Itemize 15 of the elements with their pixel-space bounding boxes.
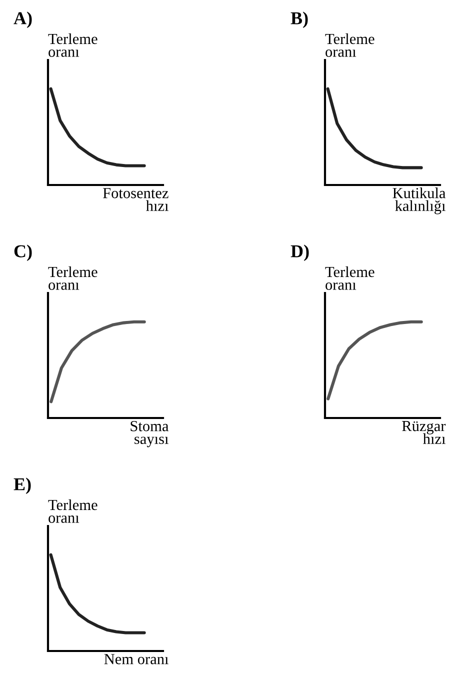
chart-title: D) bbox=[290, 244, 309, 262]
x-axis-title: Kutikula kalınlığı bbox=[392, 188, 446, 214]
chart-title: B) bbox=[290, 12, 308, 28]
y-axis-title: Terleme oranı bbox=[48, 499, 98, 523]
chart-title: C) bbox=[14, 244, 32, 262]
chart-title: E) bbox=[14, 478, 31, 494]
x-axis-title: Nem oranı bbox=[104, 654, 168, 664]
x-axis-title: Stoma sayısı bbox=[130, 420, 169, 448]
x-axis-title: Fotosentez hızı bbox=[102, 188, 168, 211]
y-axis-title: Terleme oranı bbox=[48, 33, 98, 57]
x-axis-title: Rüzgar hızı bbox=[402, 421, 446, 444]
y-axis-title: Terleme oranı bbox=[325, 33, 374, 57]
y-axis-title: Terleme oranı bbox=[48, 266, 98, 290]
chart-title: A) bbox=[14, 12, 32, 28]
y-axis-title: Terleme oranı bbox=[325, 266, 374, 290]
